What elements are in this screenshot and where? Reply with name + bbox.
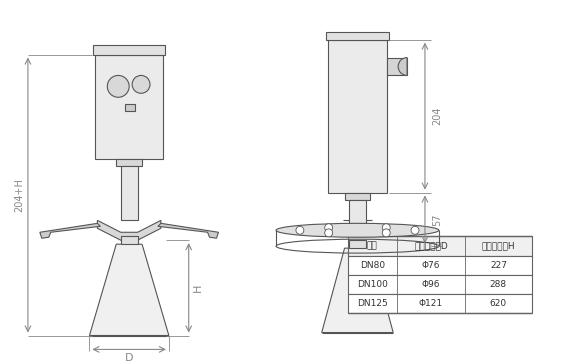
- Text: 204: 204: [432, 107, 442, 125]
- Text: 227: 227: [490, 261, 507, 270]
- Text: 57: 57: [432, 213, 442, 226]
- Bar: [93, 45, 165, 55]
- Bar: [328, 40, 387, 193]
- Bar: [349, 199, 366, 236]
- Text: 204+H: 204+H: [14, 178, 24, 212]
- Bar: [348, 236, 532, 256]
- Wedge shape: [398, 58, 407, 75]
- Text: 法兰: 法兰: [367, 242, 378, 251]
- Ellipse shape: [276, 223, 439, 237]
- Circle shape: [382, 229, 390, 237]
- Bar: [96, 55, 163, 159]
- Bar: [325, 32, 389, 40]
- Text: D: D: [125, 353, 133, 363]
- Circle shape: [325, 229, 333, 237]
- Polygon shape: [40, 223, 100, 238]
- Bar: [121, 236, 138, 244]
- Bar: [121, 166, 138, 220]
- Polygon shape: [97, 220, 161, 240]
- Text: DN100: DN100: [357, 280, 388, 289]
- Circle shape: [325, 224, 333, 232]
- Text: DN125: DN125: [357, 299, 387, 308]
- Circle shape: [132, 75, 150, 93]
- Bar: [348, 275, 532, 294]
- Text: Φ76: Φ76: [422, 261, 440, 270]
- Polygon shape: [321, 248, 393, 333]
- Text: H: H: [193, 284, 203, 292]
- Bar: [116, 159, 142, 166]
- Bar: [125, 104, 135, 111]
- Text: 288: 288: [490, 280, 507, 289]
- Text: DN80: DN80: [360, 261, 385, 270]
- Circle shape: [296, 226, 304, 234]
- Text: Φ121: Φ121: [419, 299, 443, 308]
- Bar: [348, 294, 532, 313]
- Text: Φ96: Φ96: [422, 280, 440, 289]
- Text: 喇叭口直径D: 喇叭口直径D: [414, 242, 448, 251]
- Bar: [345, 193, 370, 199]
- Bar: [349, 240, 366, 248]
- Polygon shape: [158, 223, 218, 238]
- Circle shape: [411, 226, 419, 234]
- Bar: [348, 256, 532, 275]
- Circle shape: [382, 224, 390, 232]
- Text: 620: 620: [490, 299, 507, 308]
- Polygon shape: [89, 244, 169, 336]
- Circle shape: [108, 75, 129, 97]
- Text: 喇叭口高度H: 喇叭口高度H: [481, 242, 515, 251]
- Bar: [387, 58, 407, 75]
